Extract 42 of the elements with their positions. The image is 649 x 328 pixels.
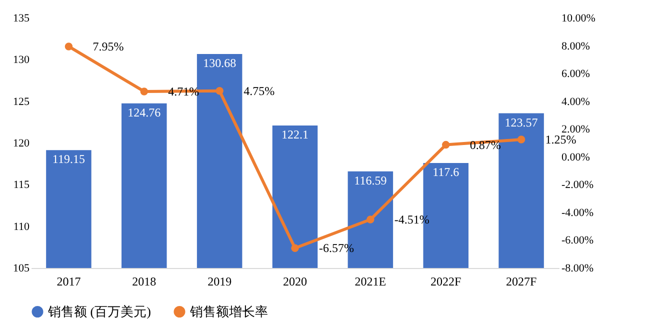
y2-tick-label: -2.00%	[562, 179, 594, 192]
data-label: 4.75%	[244, 84, 275, 98]
y-tick-label: 130	[13, 54, 30, 66]
point	[291, 244, 299, 252]
y2-tick-label: 10.00%	[562, 12, 596, 24]
x-tick-label: 2022F	[430, 274, 462, 288]
x-tick-label: 2020	[283, 274, 307, 288]
point	[517, 136, 526, 144]
data-label: 117.6	[432, 165, 460, 179]
data-label: 123.57	[504, 115, 538, 130]
point	[140, 88, 148, 96]
data-label: 130.68	[203, 56, 236, 70]
y2-tick-label: 4.00%	[562, 96, 590, 108]
x-tick-label: 2027F	[506, 274, 537, 288]
x-tick-label: 2018	[132, 274, 156, 288]
y2-tick-label: -4.00%	[562, 206, 594, 219]
legend-label: 销售额增长率	[189, 304, 268, 319]
y-tick-label: 125	[13, 96, 30, 108]
legend-label: 销售额 (百万美元)	[47, 304, 151, 319]
y-tick-label: 120	[13, 138, 30, 150]
y-tick-label: 110	[13, 220, 30, 233]
point	[366, 216, 374, 224]
point	[442, 140, 450, 149]
data-label: 122.1	[282, 128, 308, 142]
data-label: 4.71%	[168, 84, 200, 98]
y2-tick-label: 8.00%	[562, 40, 590, 52]
data-label: 124.76	[128, 105, 161, 120]
y-tick-label: 105	[13, 262, 30, 274]
y2-tick-label: 6.00%	[562, 68, 590, 80]
y2-tick-label: -8.00%	[562, 262, 594, 274]
x-tick-label: 2019	[208, 274, 232, 288]
data-label: 119.15	[52, 152, 85, 166]
y2-tick-label: 0.00%	[562, 151, 590, 164]
x-tick-label: 2017	[56, 274, 81, 288]
point	[216, 87, 224, 95]
data-label: 116.59	[354, 173, 387, 188]
y-tick-label: 135	[13, 12, 30, 24]
y2-tick-label: -6.00%	[562, 234, 594, 247]
point	[64, 42, 73, 50]
y-tick-label: 115	[13, 179, 30, 192]
x-tick-label: 2021E	[354, 274, 386, 288]
data-label: 7.95%	[92, 39, 124, 54]
